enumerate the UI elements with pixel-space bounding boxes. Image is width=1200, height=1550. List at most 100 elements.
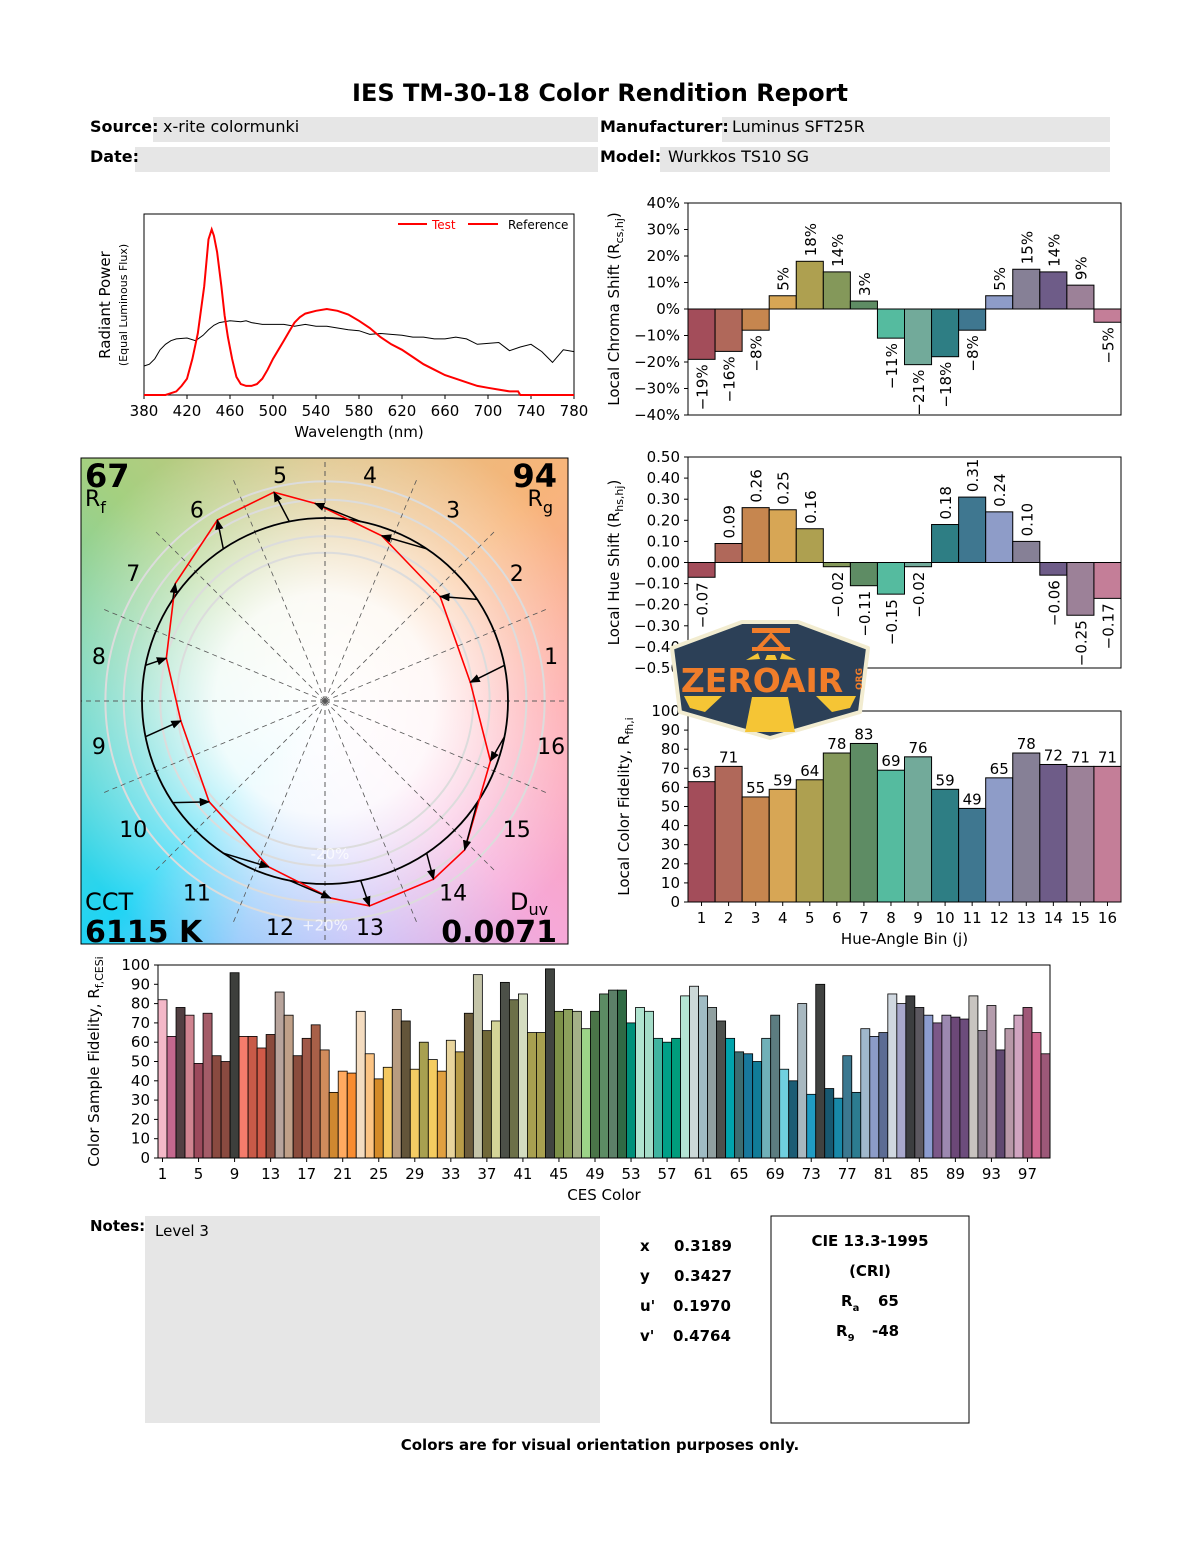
shift-arrow-bin-8 xyxy=(145,657,168,667)
bar-40 xyxy=(508,999,519,1159)
y-tick-label: 80 xyxy=(661,740,680,758)
bar-5 xyxy=(795,528,824,563)
bar-24 xyxy=(364,1053,375,1159)
legend-test-label: Test xyxy=(431,218,456,232)
x-tick-label: 1 xyxy=(697,909,707,927)
x-tick-label: 7 xyxy=(859,909,869,927)
bar-25 xyxy=(373,1078,384,1159)
y-tick-label: −30% xyxy=(634,380,680,398)
shift-arrow-bin-14 xyxy=(425,852,436,881)
bar-60 xyxy=(689,985,700,1159)
y-tick-label: −10% xyxy=(634,327,680,345)
bar-69 xyxy=(770,1014,781,1159)
chromaticity-value: 0.4764 xyxy=(673,1327,731,1345)
x-axis-label: CES Color xyxy=(567,1186,641,1204)
bar-value-label: −11% xyxy=(883,343,901,389)
bar-93 xyxy=(986,1005,997,1159)
bar-8 xyxy=(876,769,905,903)
y-tick-label: 90 xyxy=(131,975,150,993)
bar-85 xyxy=(914,1007,925,1159)
bar-1 xyxy=(687,562,716,578)
bar-35 xyxy=(463,1012,474,1159)
bar-8 xyxy=(876,562,905,595)
model-label: Model: xyxy=(600,147,661,166)
x-tick-label: 69 xyxy=(766,1165,785,1183)
x-tick-label: 780 xyxy=(560,402,589,420)
bar-value-label: 0.24 xyxy=(991,473,1009,506)
bar-6 xyxy=(822,271,851,310)
notes-label: Notes: xyxy=(90,1217,145,1235)
rg-label: Rg xyxy=(528,487,553,517)
bar-99 xyxy=(1040,1053,1051,1159)
rg-value: 94 xyxy=(512,457,557,495)
bar-value-label: −0.17 xyxy=(1099,603,1117,649)
shift-arrow-bin-2 xyxy=(439,593,478,602)
bin-edge-line xyxy=(232,700,326,923)
x-tick-label: 580 xyxy=(345,402,374,420)
bar-value-label: 83 xyxy=(854,725,873,743)
bar-31 xyxy=(427,1059,438,1159)
x-tick-label: 61 xyxy=(694,1165,713,1183)
bar-value-label: −19% xyxy=(694,364,712,410)
bin-edge-line xyxy=(232,479,326,702)
bar-62 xyxy=(707,1007,718,1159)
bin-label: 14 xyxy=(439,882,467,907)
y-tick-label: 40 xyxy=(661,817,680,835)
y-tick-label: 10% xyxy=(647,274,680,292)
chromaticity-label: u' xyxy=(640,1297,655,1315)
bar-49 xyxy=(590,1010,600,1159)
bar-value-label: 5% xyxy=(991,267,1009,291)
cri-box xyxy=(770,1215,970,1424)
x-tick-label: 740 xyxy=(517,402,546,420)
notes-box xyxy=(145,1216,600,1423)
spectrum-chart: Radiant Power (Equal Luminous Flux) Wave… xyxy=(96,213,589,441)
bar-76 xyxy=(833,1097,844,1159)
y-tick-label: 20 xyxy=(661,855,680,873)
bar-89 xyxy=(950,1016,961,1159)
bin-label: 9 xyxy=(92,735,106,760)
bar-96 xyxy=(1013,1014,1024,1159)
bar-5 xyxy=(193,1063,204,1159)
x-tick-label: 33 xyxy=(441,1165,460,1183)
bar-39 xyxy=(499,981,510,1159)
bar-32 xyxy=(436,1070,447,1159)
x-tick-label: 81 xyxy=(874,1165,893,1183)
bin-label: 8 xyxy=(92,645,106,670)
bar-19 xyxy=(319,1049,330,1159)
bar-1 xyxy=(687,308,716,360)
y-tick-label: 100 xyxy=(651,702,680,720)
shift-arrow-bin-9 xyxy=(145,720,182,738)
shift-arrow-bin-1 xyxy=(469,664,505,684)
chromaticity-value: 0.3427 xyxy=(674,1267,732,1285)
cri-subtitle: (CRI) xyxy=(849,1262,891,1280)
model-value: Wurkkos TS10 SG xyxy=(668,147,809,166)
bar-91 xyxy=(968,995,979,1159)
shift-arrow-bin-10 xyxy=(172,797,211,807)
y-axis-label: Local Hue Shift (Rhs,hj) xyxy=(605,480,626,646)
bin-label: 15 xyxy=(503,818,531,843)
bar-value-label: −18% xyxy=(937,362,955,408)
bar-15 xyxy=(1066,765,1095,903)
x-tick-label: 3 xyxy=(751,909,761,927)
x-tick-label: 85 xyxy=(910,1165,929,1183)
bar-value-label: 0.16 xyxy=(802,490,820,523)
bar-15 xyxy=(283,1014,294,1159)
bar-75 xyxy=(824,1088,835,1159)
x-tick-label: 660 xyxy=(431,402,460,420)
bar-84 xyxy=(905,995,916,1159)
bar-2 xyxy=(166,1036,177,1159)
bar-value-label: 0.26 xyxy=(748,469,766,502)
bar-7 xyxy=(211,1055,222,1159)
bar-9 xyxy=(904,308,933,366)
x-tick-label: 5 xyxy=(194,1165,204,1183)
bar-value-label: 69 xyxy=(881,752,900,770)
bin-edge-line xyxy=(324,608,547,702)
x-tick-label: 77 xyxy=(838,1165,857,1183)
bar-value-label: 71 xyxy=(719,748,738,766)
y-tick-label: 0.50 xyxy=(647,448,680,466)
bin-edge-line xyxy=(324,479,418,702)
chromaticity-label: x xyxy=(640,1237,650,1255)
y-tick-label: 30% xyxy=(647,221,680,239)
date-label: Date: xyxy=(90,147,139,166)
x-tick-label: 65 xyxy=(730,1165,749,1183)
